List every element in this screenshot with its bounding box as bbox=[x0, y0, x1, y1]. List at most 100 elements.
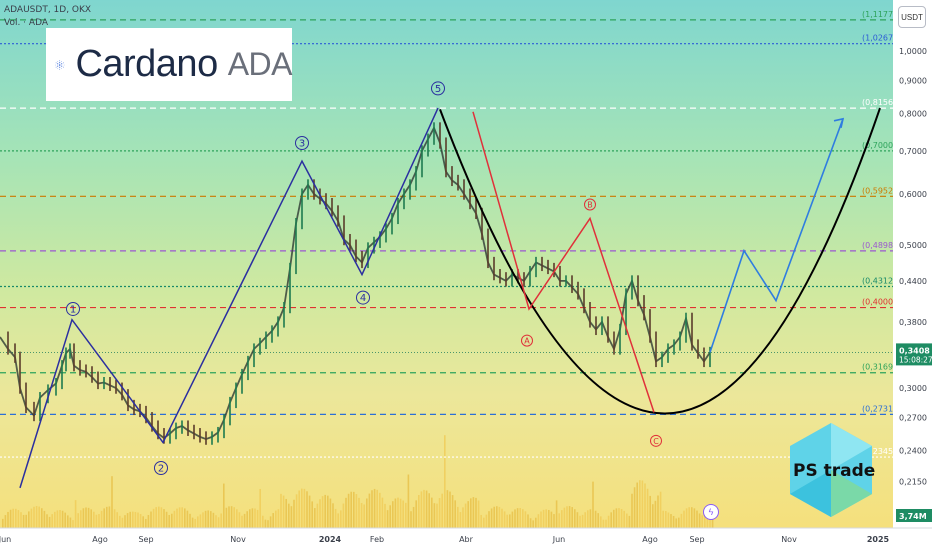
volume-bar bbox=[108, 506, 111, 528]
volume-bar bbox=[407, 474, 410, 528]
volume-bar bbox=[285, 498, 287, 528]
volume-bar bbox=[87, 507, 90, 528]
wave-label-circle bbox=[356, 290, 370, 305]
wave-label: 1 bbox=[70, 304, 76, 315]
volume-bar bbox=[615, 508, 618, 528]
y-tick-label: 0,2400 bbox=[899, 447, 927, 456]
volume-bar bbox=[56, 510, 59, 528]
volume-bar bbox=[314, 508, 316, 528]
volume-bar bbox=[15, 508, 17, 528]
volume-bar bbox=[124, 515, 126, 528]
volume-bar bbox=[467, 501, 469, 528]
volume-bar bbox=[490, 508, 493, 528]
volume-bar bbox=[184, 508, 186, 528]
correction-label: A bbox=[524, 337, 530, 346]
wave-label: 4 bbox=[360, 293, 366, 304]
volume-bar bbox=[410, 511, 412, 528]
volume-bar bbox=[425, 490, 428, 528]
volume-bar bbox=[449, 491, 451, 528]
volume-bar bbox=[394, 498, 397, 528]
volume-bar bbox=[652, 504, 654, 528]
volume-bar bbox=[202, 512, 204, 528]
volume-bar bbox=[246, 511, 248, 528]
volume-bar bbox=[579, 515, 581, 528]
volume-bar bbox=[592, 481, 594, 528]
y-tick-label: 0,2150 bbox=[899, 477, 927, 486]
volume-bar bbox=[376, 489, 378, 528]
volume-tag bbox=[896, 509, 932, 522]
x-tick-label: Ago bbox=[642, 535, 658, 544]
volume-bar bbox=[532, 520, 534, 528]
volume-bar bbox=[667, 512, 670, 528]
volume-bar bbox=[43, 510, 46, 528]
volume-bar bbox=[597, 513, 599, 528]
volume-bar bbox=[368, 493, 371, 528]
volume-bar bbox=[165, 511, 168, 528]
volume-bar bbox=[98, 514, 100, 528]
volume-bar bbox=[267, 520, 269, 528]
level-label: (0,4000) bbox=[862, 298, 896, 307]
volume-bar bbox=[69, 517, 72, 528]
volume-bar bbox=[412, 506, 415, 528]
volume-bar bbox=[77, 513, 79, 528]
volume-bar bbox=[654, 500, 657, 528]
ps-trade-hexagon-icon bbox=[790, 423, 872, 517]
volume-bar bbox=[657, 495, 659, 528]
currency-unit-button[interactable]: USDT bbox=[898, 6, 926, 28]
volume-bar bbox=[477, 500, 480, 528]
volume-bar bbox=[80, 510, 82, 528]
volume-bar bbox=[613, 509, 615, 528]
volume-bar bbox=[646, 488, 649, 528]
volume-bar bbox=[610, 512, 612, 528]
volume-bar bbox=[420, 491, 423, 528]
volume-bar bbox=[360, 503, 363, 528]
volume-bar bbox=[371, 490, 373, 528]
volume-bar bbox=[428, 493, 430, 528]
volume-bar bbox=[275, 510, 277, 528]
volume-bar bbox=[264, 519, 267, 528]
volume-bar bbox=[459, 512, 462, 528]
cardano-logo: Cardano ADA bbox=[46, 28, 293, 101]
volume-bar bbox=[347, 493, 350, 528]
x-tick-label: 2024 bbox=[319, 535, 342, 544]
volume-bar bbox=[243, 513, 246, 528]
volume-bar bbox=[64, 512, 66, 528]
volume-bar bbox=[493, 506, 495, 528]
volume-bar bbox=[51, 514, 53, 528]
volume-bar bbox=[155, 507, 157, 528]
x-tick-label: Ago bbox=[92, 535, 108, 544]
volume-bar bbox=[511, 511, 514, 528]
volume-bar bbox=[249, 509, 251, 528]
volume-bar bbox=[626, 513, 628, 528]
volume-bar bbox=[485, 514, 488, 528]
bolt-icon[interactable]: ϟ bbox=[703, 504, 719, 520]
volume-bar bbox=[306, 491, 308, 528]
y-tick-label: 0,5000 bbox=[899, 241, 927, 250]
volume-bar bbox=[111, 476, 113, 528]
volume-line: Vol. · ADA bbox=[4, 18, 48, 28]
volume-bar bbox=[529, 518, 532, 528]
volume-bar bbox=[35, 506, 38, 528]
volume-bar bbox=[535, 517, 537, 528]
volume-bar bbox=[269, 516, 272, 528]
volume-bar bbox=[210, 511, 212, 528]
volume-bar bbox=[620, 508, 623, 528]
y-tick-label: 0,3000 bbox=[899, 384, 927, 393]
volume-tag-label: 3,74M bbox=[899, 512, 927, 521]
volume-bar bbox=[334, 508, 337, 528]
volume-bar bbox=[295, 494, 298, 528]
volume-bar bbox=[542, 509, 545, 528]
volume-bar bbox=[386, 510, 389, 528]
level-label: (0,5952) bbox=[862, 186, 896, 195]
x-tick-label: Jun bbox=[0, 535, 11, 544]
volume-bar bbox=[303, 488, 306, 528]
volume-bar bbox=[147, 515, 150, 528]
volume-bar bbox=[358, 497, 360, 528]
volume-bar bbox=[480, 514, 482, 528]
volume-bar bbox=[4, 515, 7, 528]
volume-bar bbox=[171, 513, 173, 528]
volume-bar bbox=[272, 513, 274, 528]
volume-bar bbox=[464, 503, 467, 528]
volume-bar bbox=[503, 511, 506, 528]
